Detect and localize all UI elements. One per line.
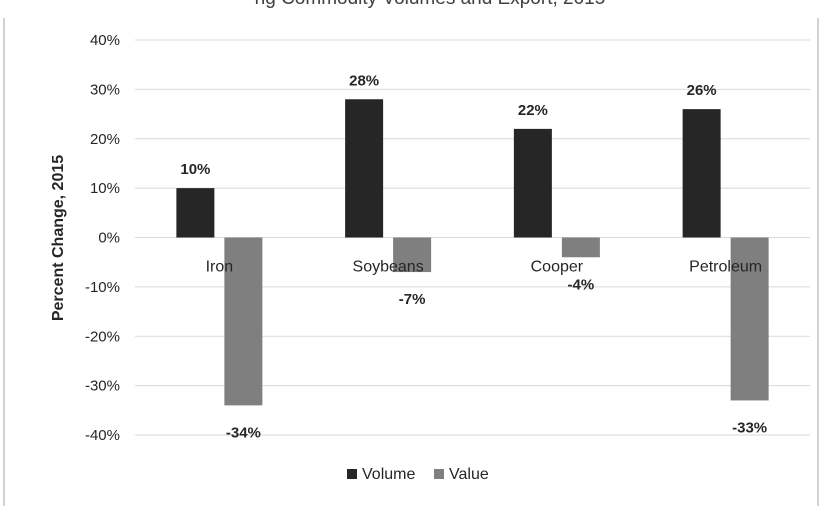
data-label: 22% (518, 102, 548, 119)
data-label: 28% (349, 72, 379, 89)
data-label: 26% (687, 82, 717, 99)
data-labels: 10% -34% 28% -7% 22% -4% 26% -33% (180, 72, 767, 441)
y-tick-label: -40% (85, 427, 120, 444)
data-label: -7% (399, 291, 426, 308)
y-tick-label: -10% (85, 279, 120, 296)
y-tick-labels: 40% 30% 20% 10% 0% -10% -20% -30% -40% (85, 32, 120, 444)
data-label: -4% (568, 276, 595, 293)
y-tick-label: 10% (90, 180, 120, 197)
legend-label: Volume (362, 466, 415, 483)
y-tick-label: 30% (90, 81, 120, 98)
bar-value (561, 237, 600, 258)
bar-value (393, 237, 432, 273)
category-labels: Iron Soybeans Cooper Petroleum (206, 259, 763, 276)
category-label: Soybeans (353, 259, 424, 276)
y-tick-label: -20% (85, 328, 120, 345)
data-label: 10% (180, 161, 210, 178)
legend-swatch (434, 469, 444, 479)
category-label: Iron (206, 259, 234, 276)
data-label: -33% (732, 419, 767, 436)
y-tick-label: 20% (90, 131, 120, 148)
category-label: Cooper (531, 259, 584, 276)
bar-volume (513, 128, 552, 238)
bar-value (730, 237, 769, 401)
legend: Volume Value (347, 466, 489, 483)
bar-volume (176, 188, 215, 238)
legend-label: Value (449, 466, 489, 483)
chart-title: ng Commodity Volumes and Export, 2015 (255, 0, 606, 9)
bars (176, 99, 769, 406)
category-label: Petroleum (689, 259, 762, 276)
bar-volume (682, 109, 721, 238)
y-tick-label: 40% (90, 32, 120, 49)
bar-value (224, 237, 263, 406)
legend-swatch (347, 469, 357, 479)
y-tick-label: -30% (85, 378, 120, 395)
y-axis-label: Percent Change, 2015 (50, 155, 67, 321)
y-tick-label: 0% (98, 230, 120, 247)
bar-volume (345, 99, 384, 238)
data-label: -34% (226, 424, 261, 441)
